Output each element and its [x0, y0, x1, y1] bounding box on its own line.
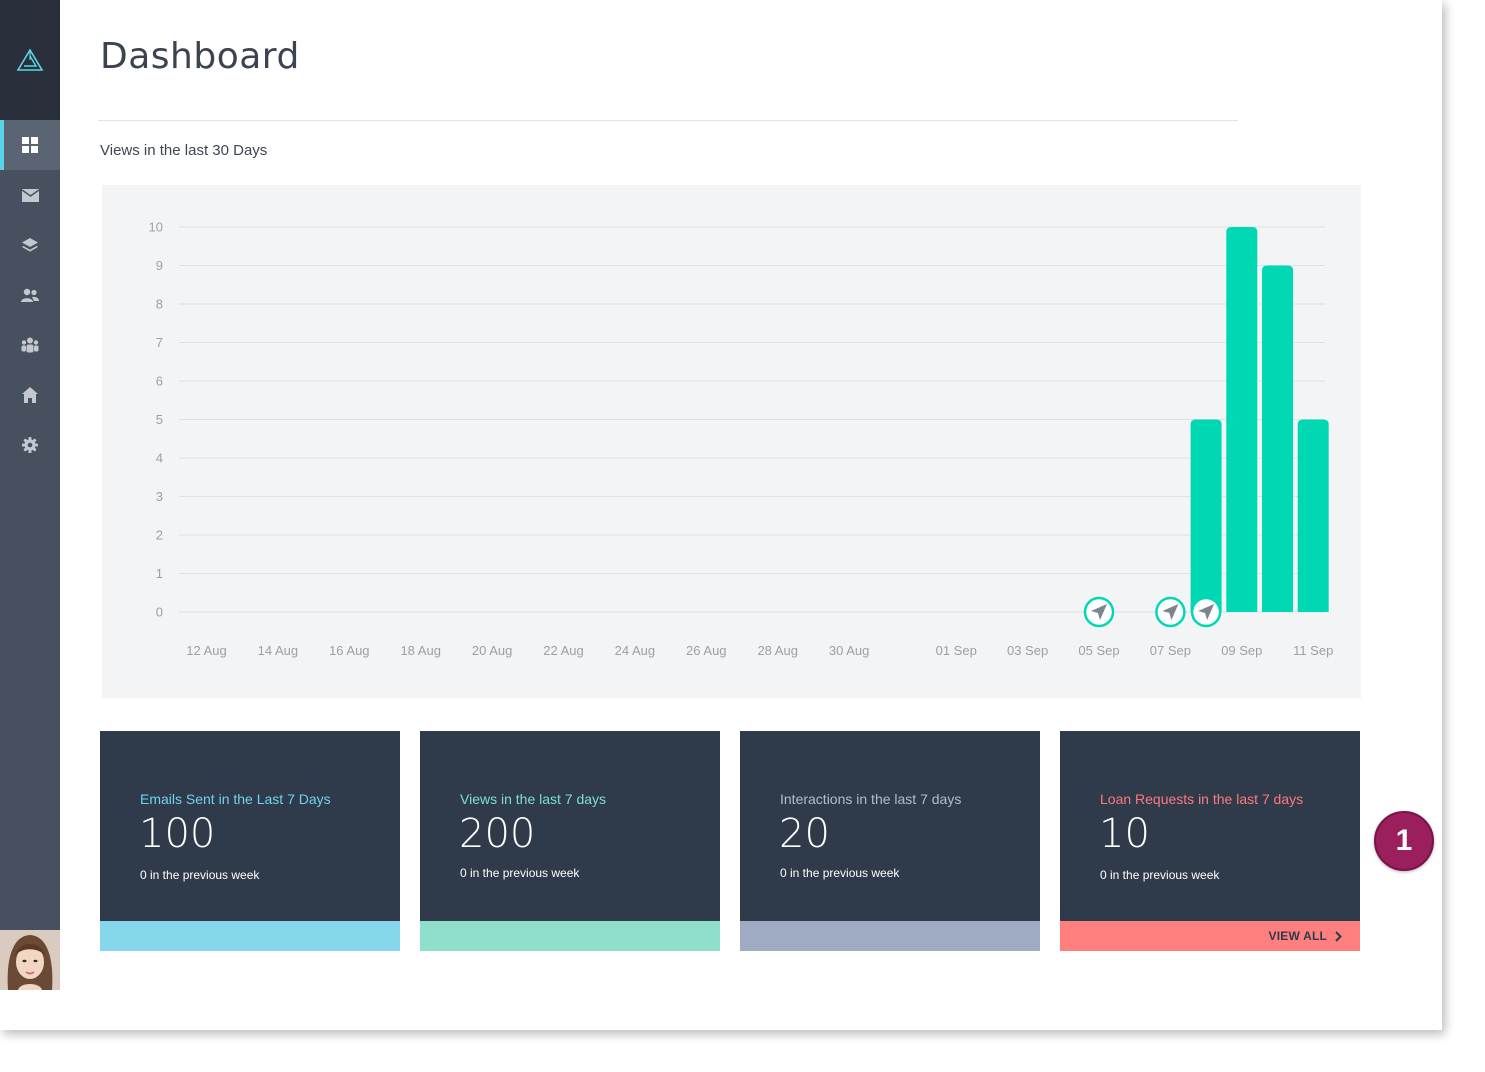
- card-footer-bar: VIEW ALL: [1060, 921, 1360, 951]
- views-chart: 0 1 2 3 4 5 6 7 8 9 10 12 Aug 14 Aug 16 Aug 18 Aug 20 …: [102, 185, 1361, 698]
- stat-card-emails: Emails Sent in the Last 7 Days 100 0 in …: [100, 731, 400, 951]
- stat-card-loan-requests: Loan Requests in the last 7 days 10 0 in…: [1060, 731, 1360, 951]
- step-number-badge: 1: [1374, 811, 1434, 871]
- grid-icon: [22, 137, 38, 153]
- x-tick-label: 18 Aug: [400, 643, 441, 658]
- card-label: Loan Requests in the last 7 days: [1100, 791, 1304, 807]
- card-label: Interactions in the last 7 days: [780, 791, 962, 807]
- x-tick-label: 11 Sep: [1293, 643, 1333, 658]
- home-icon: [22, 387, 38, 403]
- paper-plane-icon[interactable]: [1190, 596, 1222, 628]
- card-subtext: 0 in the previous week: [1100, 868, 1220, 882]
- x-tick-label: 12 Aug: [186, 643, 227, 658]
- gear-icon: [22, 437, 38, 453]
- divider: [98, 120, 1238, 121]
- x-tick-label: 14 Aug: [258, 643, 299, 658]
- card-value: 20: [779, 811, 830, 857]
- paper-plane-icon[interactable]: [1083, 596, 1115, 628]
- sidebar-item-dashboard[interactable]: [0, 120, 60, 170]
- x-tick-label: 26 Aug: [686, 643, 727, 658]
- x-tick-label: 28 Aug: [757, 643, 798, 658]
- x-tick-label: 30 Aug: [829, 643, 870, 658]
- card-value: 100: [139, 811, 216, 857]
- y-tick-label: 5: [156, 412, 163, 427]
- chart-bar[interactable]: [1262, 265, 1293, 613]
- sidebar: [0, 0, 60, 990]
- x-tick-label: 07 Sep: [1150, 643, 1191, 658]
- stat-card-views: Views in the last 7 days 200 0 in the pr…: [420, 731, 720, 951]
- chevron-right-icon: [1335, 930, 1342, 942]
- page-title: Dashboard: [100, 36, 300, 77]
- sidebar-item-mail[interactable]: [0, 170, 60, 220]
- x-tick-label: 24 Aug: [615, 643, 656, 658]
- y-tick-label: 6: [156, 374, 163, 389]
- envelope-icon: [21, 188, 39, 202]
- card-footer-bar: [740, 921, 1040, 951]
- y-tick-label: 4: [156, 451, 163, 466]
- chart-bar[interactable]: [1297, 419, 1329, 613]
- chart-bar[interactable]: [1226, 227, 1258, 612]
- sidebar-item-layers[interactable]: [0, 220, 60, 270]
- x-tick-label: 22 Aug: [543, 643, 584, 658]
- sidebar-item-team[interactable]: [0, 320, 60, 370]
- card-footer-bar: [100, 921, 400, 951]
- sidebar-item-contacts[interactable]: [0, 270, 60, 320]
- y-tick-label: 3: [156, 489, 163, 504]
- layers-icon: [22, 237, 38, 252]
- card-subtext: 0 in the previous week: [780, 866, 900, 880]
- y-tick-label: 9: [156, 258, 163, 273]
- group-icon: [21, 337, 39, 353]
- x-tick-label: 01 Sep: [936, 643, 977, 658]
- y-tick-label: 2: [156, 528, 163, 543]
- avatar[interactable]: [0, 930, 60, 990]
- view-all-label: VIEW ALL: [1268, 929, 1327, 943]
- user-avatar-photo: [0, 930, 60, 990]
- view-all-link[interactable]: VIEW ALL: [1269, 921, 1342, 951]
- paper-plane-icon[interactable]: [1155, 596, 1186, 628]
- y-tick-label: 7: [156, 335, 163, 350]
- views-bar-chart: 0 1 2 3 4 5 6 7 8 9 10 12 Aug 14 Aug 16 Aug 18 Aug 20 …: [149, 220, 1334, 659]
- chart-section-label: Views in the last 30 Days: [100, 142, 268, 159]
- sidebar-item-home[interactable]: [0, 370, 60, 420]
- triangle-logo-icon: [16, 48, 44, 71]
- users-icon: [21, 288, 39, 302]
- card-label: Views in the last 7 days: [460, 791, 607, 807]
- logo[interactable]: [0, 0, 60, 120]
- x-tick-label: 03 Sep: [1007, 643, 1048, 658]
- x-tick-label: 16 Aug: [329, 643, 370, 658]
- card-subtext: 0 in the previous week: [460, 866, 580, 880]
- card-value: 10: [1099, 811, 1150, 857]
- y-tick-label: 1: [156, 566, 163, 581]
- card-label: Emails Sent in the Last 7 Days: [140, 791, 331, 807]
- sidebar-item-settings[interactable]: [0, 420, 60, 470]
- x-tick-label: 05 Sep: [1078, 643, 1119, 658]
- card-subtext: 0 in the previous week: [140, 868, 260, 882]
- y-tick-label: 0: [156, 605, 163, 620]
- x-tick-label: 20 Aug: [472, 643, 512, 658]
- stat-card-interactions: Interactions in the last 7 days 20 0 in …: [740, 731, 1040, 951]
- card-value: 200: [459, 811, 536, 857]
- chart-bar[interactable]: [1190, 419, 1222, 613]
- x-tick-label: 09 Sep: [1221, 643, 1262, 658]
- y-tick-label: 8: [156, 297, 163, 312]
- card-footer-bar: [420, 921, 720, 951]
- y-tick-label: 10: [149, 220, 163, 235]
- app-window: Dashboard Views in the last 30 Days 0 1 2 3…: [0, 0, 1361, 990]
